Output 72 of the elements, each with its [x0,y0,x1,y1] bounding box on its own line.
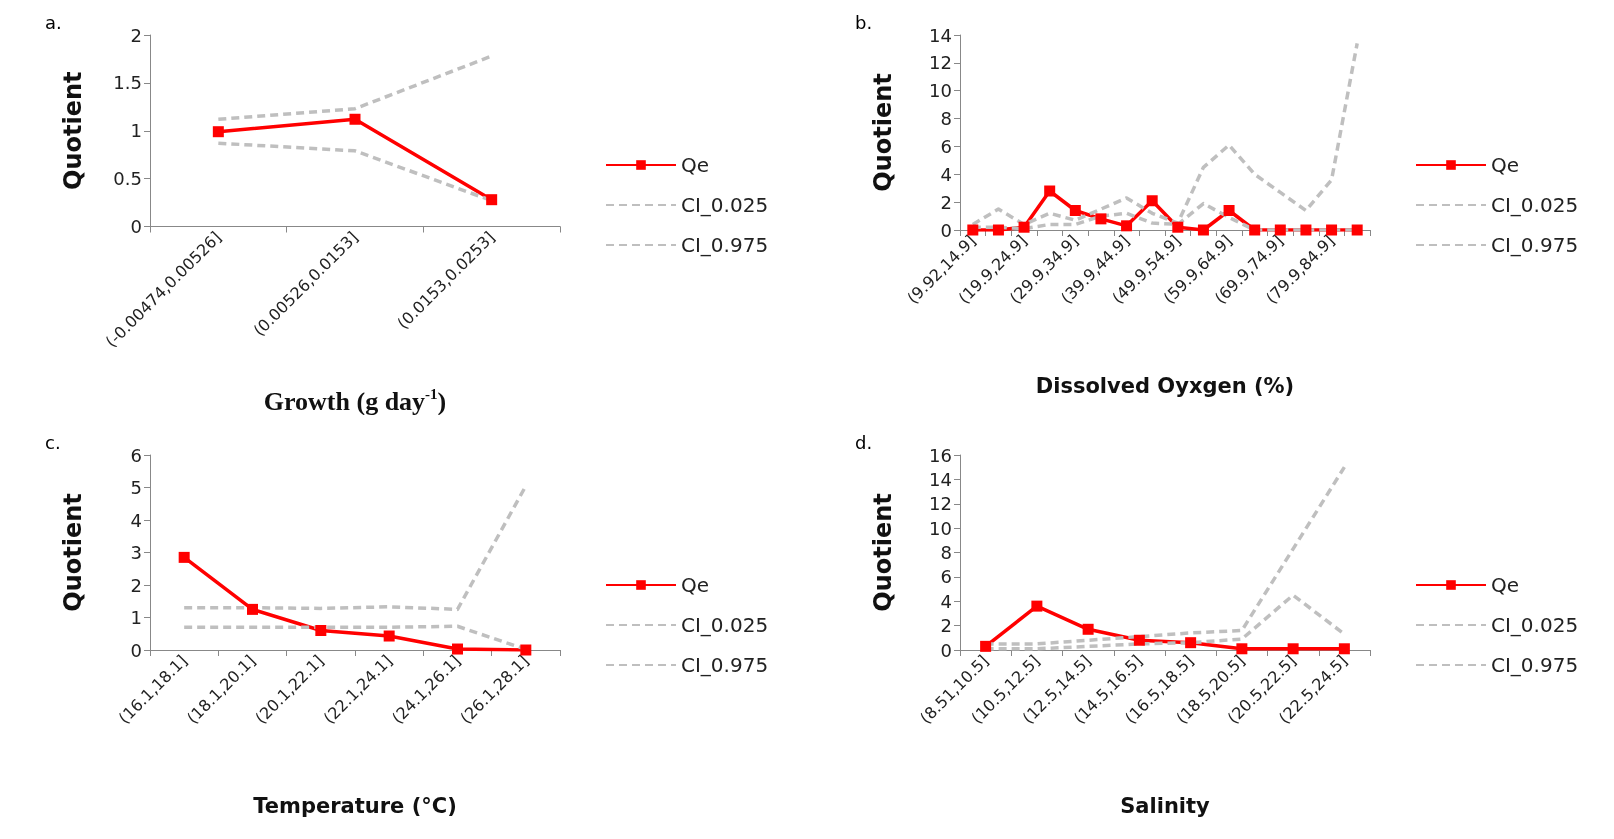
y-tick-label: 0.5 [113,168,142,190]
y-tick-label: 2 [130,574,142,596]
legend-label: Qe [681,153,710,177]
y-axis-title: Quotient [869,493,897,612]
y-tick-label: 12 [929,52,952,74]
y-tick-label: 6 [130,444,142,466]
y-tick-label: 6 [940,135,952,157]
y-tick-label: 6 [940,566,952,588]
legend-label: Qe [1491,153,1520,177]
y-tick-label: 2 [130,24,142,46]
point [980,640,992,652]
point [178,551,190,563]
point [486,194,498,206]
y-tick-label: 16 [929,444,952,466]
legend-label: CI_0.975 [1491,233,1579,257]
y-tick-label: 14 [929,468,952,490]
y-tick-label: 8 [940,542,952,563]
y-tick-label: 3 [130,542,142,563]
legend-label: CI_0.025 [1491,193,1579,217]
point [349,113,361,125]
legend-label: CI_0.025 [681,193,769,217]
chart-title: c. [45,431,61,453]
y-tick-label: 0 [130,216,142,237]
y-axis-title: Quotient [59,71,87,191]
legend-label: CI_0.025 [1491,613,1579,637]
legend-label: CI_0.975 [1491,653,1579,677]
point [1172,221,1184,233]
point [1018,221,1030,233]
point [383,630,395,642]
legend-label: CI_0.975 [681,233,769,257]
point [1095,213,1107,225]
point [1121,220,1133,232]
point [1185,637,1197,649]
point [1031,600,1043,612]
y-tick-label: 1.5 [113,72,142,94]
y-axis-title: Quotient [59,493,87,612]
point [1223,205,1235,216]
point [1338,643,1350,655]
y-tick-label: 2 [940,191,952,213]
point [247,603,258,615]
point [1146,195,1158,207]
y-tick-label: 10 [929,80,952,102]
y-tick-label: 1 [130,120,142,142]
chart-title: b. [855,11,873,33]
point [315,625,327,636]
point [1133,634,1145,646]
point [1069,205,1081,216]
point [452,643,463,655]
x-axis-title: Temperature (°C) [253,793,457,818]
y-tick-label: 12 [929,493,952,515]
y-axis-title: Quotient [869,73,897,192]
y-tick-label: 4 [940,590,952,612]
y-tick-label: 10 [929,517,952,539]
legend-label: Qe [1491,573,1520,597]
y-tick-label: 8 [940,108,952,130]
x-axis-title: Dissolved Oyxgen (%) [1035,373,1295,398]
x-axis-title: Salinity [1120,793,1211,818]
chart-title: a. [45,11,62,33]
legend-label: CI_0.975 [681,653,769,677]
point [1082,623,1094,635]
point [1351,224,1363,236]
y-tick-label: 1 [130,607,142,628]
y-tick-label: 4 [940,163,952,185]
legend-label: CI_0.025 [681,613,769,637]
point [1044,185,1056,197]
y-tick-label: 14 [929,24,952,46]
y-tick-label: 2 [940,615,952,637]
y-tick-label: 5 [130,477,142,498]
legend-label: Qe [681,573,710,597]
chart-title: d. [855,431,873,453]
point [212,126,224,138]
y-tick-label: 4 [130,509,142,531]
